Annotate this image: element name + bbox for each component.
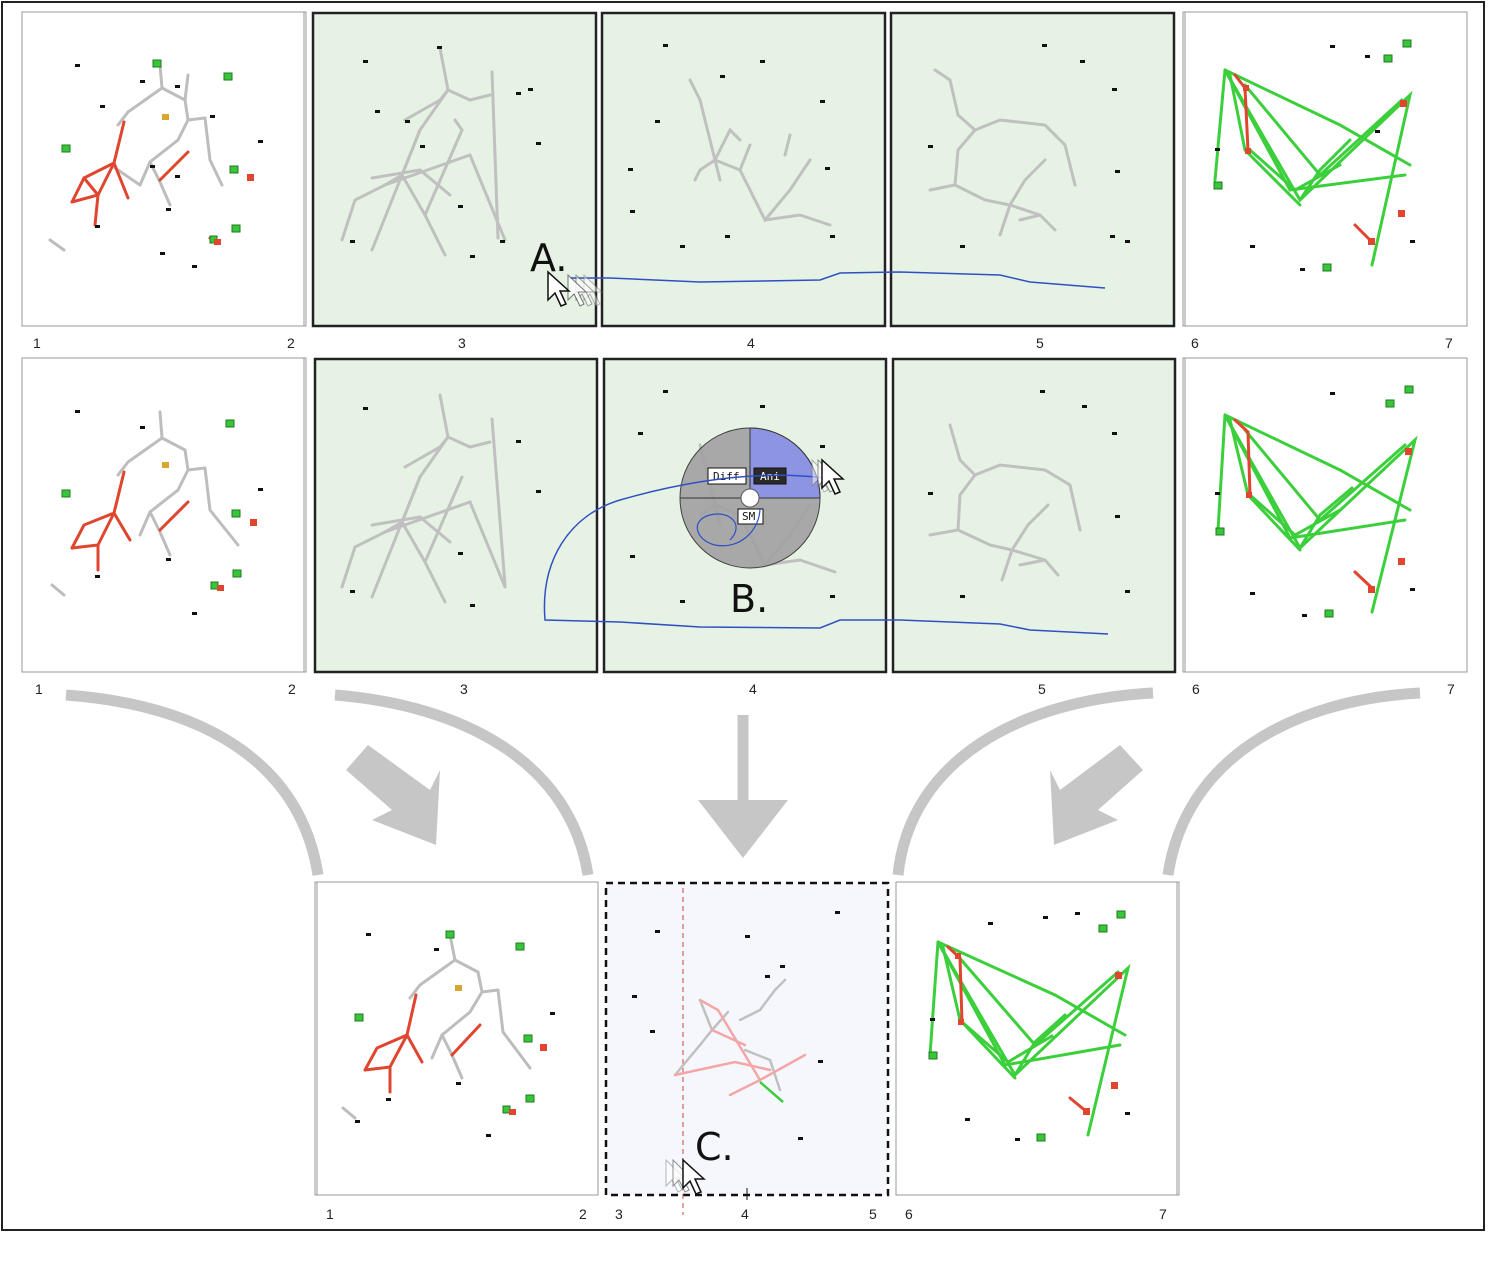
pie-label-diff: Diff	[713, 470, 740, 483]
bottom-number-6: 6	[905, 1206, 913, 1222]
panel-snapshot-1-2[interactable]	[21, 357, 307, 673]
row1-number-5: 5	[1036, 335, 1044, 351]
cursor-trail-b-icon	[811, 458, 845, 495]
bottom-number-4: 4	[741, 1206, 749, 1222]
mouse-path-b	[543, 474, 1109, 635]
bottom-row: C. 1 2 3 4 5	[314, 881, 1180, 1222]
row2-number-6: 6	[1192, 681, 1200, 697]
arrow-down-icon	[698, 800, 788, 858]
row1-number-1: 1	[33, 335, 41, 351]
row2-number-7: 7	[1447, 681, 1455, 697]
curve-left-inner	[334, 689, 594, 876]
row2-number-1: 1	[35, 681, 43, 697]
arrow-heads	[346, 745, 1143, 858]
bottom-number-2: 2	[579, 1206, 587, 1222]
label-c: C.	[695, 1125, 734, 1169]
row1-number-2: 2	[287, 335, 295, 351]
row-1: A. 1 2 3 4 5 6 7	[21, 11, 1468, 351]
pie-center[interactable]	[740, 488, 760, 508]
row1-number-3: 3	[458, 335, 466, 351]
row2-number-4: 4	[749, 681, 757, 697]
mouse-path-a	[570, 271, 1106, 289]
pie-menu[interactable]: Diff Ani SM	[679, 427, 821, 569]
row2-number-3: 3	[460, 681, 468, 697]
cursor-trail-a-icon	[547, 270, 604, 307]
bottom-number-5: 5	[869, 1206, 877, 1222]
bottom-number-3: 3	[615, 1206, 623, 1222]
row1-number-4: 4	[747, 335, 755, 351]
label-b: B.	[730, 577, 768, 621]
curve-right-outer	[1162, 687, 1421, 876]
pie-option-sm[interactable]: SM	[737, 508, 764, 525]
panel-active-4[interactable]: Diff Ani SM	[602, 357, 888, 674]
pie-option-diff[interactable]: Diff	[707, 467, 747, 485]
panel-snapshot-1-2[interactable]	[21, 11, 307, 327]
bottom-number-1: 1	[326, 1206, 334, 1222]
row1-number-6: 6	[1191, 335, 1199, 351]
cursor-trail-c-icon	[665, 1158, 706, 1195]
panel-snapshot-6-7[interactable]	[1182, 357, 1468, 673]
row1-number-7: 7	[1445, 335, 1453, 351]
arrow-right-icon	[1050, 745, 1143, 845]
row2-number-5: 5	[1038, 681, 1046, 697]
label-a: A.	[530, 236, 567, 280]
row-2-numbers: 1 2 3 4 5 6 7	[35, 681, 1455, 697]
panel-active-3[interactable]	[313, 357, 599, 674]
panel-active-5[interactable]	[889, 11, 1176, 328]
panel-diff-3-5[interactable]: C.	[604, 881, 890, 1215]
bottom-numbers: 1 2 3 4 5 6 7	[326, 1206, 1167, 1222]
pie-label-ani: Ani	[760, 470, 780, 483]
arrow-left-icon	[346, 745, 440, 845]
mouse-loop-b	[696, 507, 761, 547]
pie-label-sm: SM	[742, 510, 756, 523]
curve-left-outer	[65, 689, 324, 876]
panel-bottom-1-2[interactable]	[314, 881, 599, 1196]
row-2: Diff Ani SM	[21, 357, 1468, 697]
panel-bottom-6-7[interactable]	[895, 881, 1180, 1196]
row-1-numbers: 1 2 3 4 5 6 7	[33, 335, 1453, 351]
bottom-number-7: 7	[1159, 1206, 1167, 1222]
curve-right-inner	[892, 687, 1154, 876]
panel-active-5[interactable]	[891, 357, 1177, 674]
transition-arrows	[65, 687, 1421, 876]
panel-snapshot-6-7[interactable]	[1182, 11, 1468, 327]
row2-number-2: 2	[288, 681, 296, 697]
